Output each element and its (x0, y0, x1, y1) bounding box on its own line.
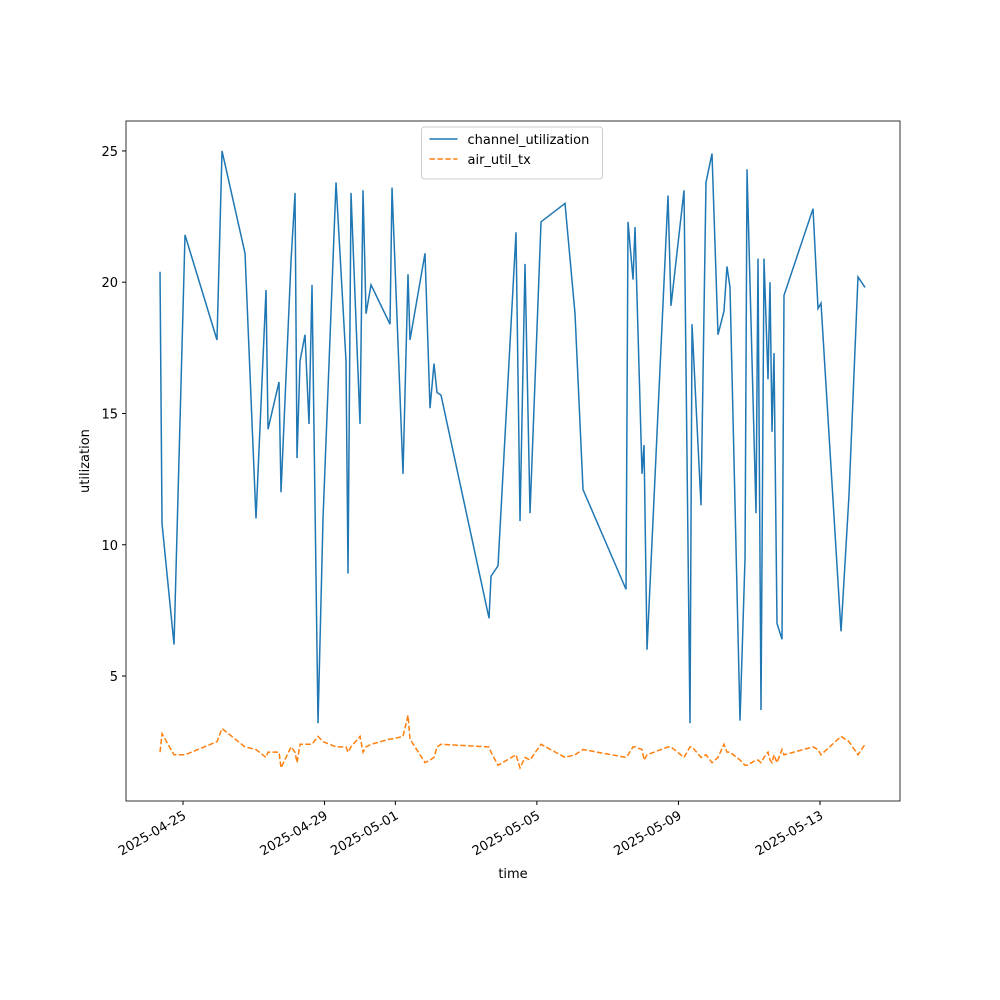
y-tick-label: 15 (101, 407, 118, 422)
y-axis-label: utilization (78, 429, 93, 493)
legend-label: air_util_tx (468, 153, 532, 168)
series-line (159, 150, 866, 724)
plot-frame (125, 120, 901, 802)
legend-label: channel_utilization (468, 133, 590, 148)
legend-box (421, 126, 603, 180)
legend: channel_utilization air_util_tx (421, 126, 603, 180)
y-tick-label: 20 (101, 276, 118, 291)
series-line (159, 715, 866, 771)
y-tick-label: 10 (101, 539, 118, 554)
y-tick-label: 25 (101, 145, 118, 160)
y-tick-label: 5 (110, 670, 118, 685)
x-axis-label: time (498, 867, 527, 882)
